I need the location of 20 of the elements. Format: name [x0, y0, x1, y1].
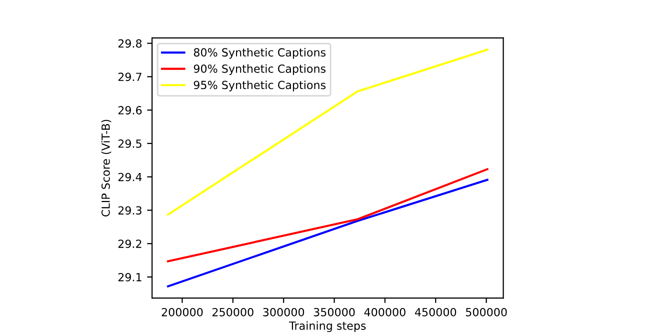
y-axis-title: CLIP Score (ViT-B) — [101, 120, 112, 216]
y-tick-label: 29.1 — [118, 272, 142, 282]
y-tick-label: 29.2 — [118, 240, 142, 248]
legend-label: 80% Synthetic Captions — [194, 48, 326, 59]
y-tick-label: 29.5 — [118, 139, 142, 148]
x-tick-label: 350000 — [314, 308, 355, 316]
y-tick-label: 29.3 — [118, 206, 142, 215]
x-tick-label: 450000 — [414, 308, 456, 316]
x-tick-label: 250000 — [212, 308, 254, 316]
y-tick-label: 29.6 — [118, 106, 142, 114]
y-tick-label: 29.4 — [118, 172, 142, 182]
legend-label: 95% Synthetic Captions — [194, 80, 326, 92]
y-tick-label: 29.7 — [118, 72, 142, 82]
y-tick-label: 29.8 — [118, 39, 142, 48]
x-tick-label: 300000 — [263, 308, 304, 316]
x-tick-label: 400000 — [364, 308, 406, 316]
x-axis-title: Training steps — [289, 321, 366, 332]
x-tick-label: 200000 — [162, 308, 203, 316]
x-tick-label: 500000 — [466, 308, 507, 316]
legend-label: 90% Synthetic Captions — [194, 64, 326, 76]
